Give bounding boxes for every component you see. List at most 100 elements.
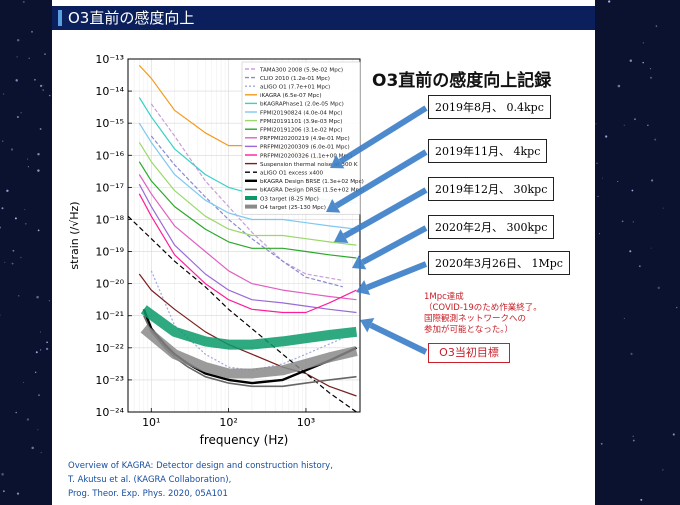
star-dot <box>647 124 649 126</box>
star-dot <box>46 341 48 344</box>
star-dot <box>596 162 598 165</box>
slide-title-bar: O3直前の感度向上 <box>52 6 595 30</box>
star-dot <box>676 306 678 309</box>
star-dot <box>651 179 654 182</box>
y-tick-label: 10⁻²³ <box>95 374 124 387</box>
star-dot <box>595 123 597 125</box>
star-dot <box>31 30 33 33</box>
covid-note: 1Mpc達成 （COVID-19のため作業終了。 国際観測ネットワークへの 参加… <box>424 292 542 336</box>
star-dot <box>48 300 50 302</box>
series-line <box>150 270 344 371</box>
star-dot <box>38 394 40 396</box>
star-dot <box>10 148 14 151</box>
legend-label: O4 target (25-130 Mpc) <box>260 205 326 211</box>
star-dot <box>662 207 664 209</box>
legend-label: aLIGO O1 (7.7e+01 Mpc) <box>260 85 330 91</box>
star-dot <box>40 349 42 351</box>
legend-label: FPMI20191206 (3.1e-02 Mpc) <box>260 128 342 134</box>
citation: Overview of KAGRA: Detector design and c… <box>68 459 333 501</box>
star-dot <box>37 229 40 232</box>
note-line: 国際観測ネットワークへの <box>424 314 527 324</box>
legend-label: bKAGRA Design BRSE (1.3e+02 Mpc) <box>260 179 364 185</box>
star-dot <box>35 371 37 373</box>
star-dot <box>654 138 657 141</box>
star-dot <box>6 189 9 193</box>
legend-label: TAMA300 2008 (5.9e-02 Mpc) <box>259 67 343 73</box>
series-line <box>150 135 343 288</box>
legend-label: FPMI20190824 (4.0e-04 Mpc) <box>260 110 342 116</box>
legend-label: PRFPMI20200219 (4.9e-01 Mpc) <box>260 136 350 142</box>
star-dot <box>28 57 30 59</box>
star-dot <box>631 189 634 192</box>
y-tick-label: 10⁻¹⁹ <box>95 246 124 259</box>
legend-label: bKAGRAPhase1 (2.0e-05 Mpc) <box>260 102 344 108</box>
star-dot <box>48 94 51 97</box>
record-title: O3直前の感度向上記録 <box>372 71 552 91</box>
note-line: （COVID-19のため作業終了。 <box>424 303 542 313</box>
legend-label: bKAGRA Design DRSE (1.5e+02 Mpc) <box>260 188 364 194</box>
slide-title: O3直前の感度向上 <box>68 9 195 27</box>
series-line <box>138 161 357 259</box>
series-line <box>138 122 357 230</box>
star-dot <box>640 498 643 501</box>
star-dot <box>40 331 42 333</box>
star-dot <box>1 140 4 143</box>
star-dot <box>16 115 19 119</box>
star-dot <box>1 207 4 210</box>
legend-label: Suspension thermal noise at 300 K <box>260 162 358 168</box>
star-dot <box>630 352 633 355</box>
star-dot <box>617 181 619 182</box>
star-dot <box>40 451 42 454</box>
series-line <box>127 215 357 413</box>
y-tick-label: 10⁻¹⁷ <box>95 181 124 194</box>
star-dot <box>42 89 44 91</box>
y-tick-label: 10⁻¹³ <box>95 53 124 66</box>
star-dot <box>0 226 2 229</box>
star-dot <box>16 56 18 58</box>
star-dot <box>621 220 624 223</box>
y-tick-label: 10⁻¹⁶ <box>95 149 124 162</box>
star-dot <box>39 84 43 88</box>
star-dot <box>662 469 664 471</box>
star-dot <box>632 221 634 223</box>
star-dot <box>26 158 28 160</box>
star-dot <box>634 118 636 121</box>
star-dot <box>623 317 625 319</box>
star-dot <box>35 351 38 354</box>
star-dot <box>15 411 18 414</box>
y-tick-label: 10⁻¹⁸ <box>95 213 124 226</box>
series-line <box>138 174 357 301</box>
star-dot <box>31 446 34 450</box>
star-dot <box>597 195 599 197</box>
citation-line: Prog. Theor. Exp. Phys. 2020, 05A101 <box>68 489 228 499</box>
star-dot <box>37 152 40 156</box>
star-dot <box>27 166 29 168</box>
star-dot <box>44 53 46 55</box>
star-dot <box>632 435 634 438</box>
star-dot <box>657 286 661 290</box>
star-dot <box>37 429 39 431</box>
star-dot <box>642 61 644 64</box>
y-tick-label: 10⁻²¹ <box>95 310 124 323</box>
star-dot <box>16 492 20 495</box>
star-dot <box>14 217 17 220</box>
star-dot <box>649 76 653 79</box>
star-dot <box>39 128 42 130</box>
star-dot <box>15 79 18 82</box>
title-accent <box>58 10 62 26</box>
star-dot <box>629 59 633 62</box>
series-line <box>138 142 357 246</box>
x-tick-label: 10¹ <box>142 416 160 429</box>
y-tick-label: 10⁻¹⁵ <box>95 117 124 130</box>
star-dot <box>650 247 652 249</box>
citation-line: T. Akutsu et al. (KAGRA Collaboration), <box>68 475 232 485</box>
x-axis-label: frequency (Hz) <box>200 433 289 447</box>
o3-target-label: O3当初目標 <box>428 343 510 363</box>
legend-label: PRFPMI20200309 (6.0e-01 Mpc) <box>260 145 350 151</box>
star-dot <box>605 135 608 138</box>
series-line <box>140 305 358 350</box>
star-dot <box>3 490 5 493</box>
callout-feb-2020: 2020年2月、 300kpc <box>428 215 555 239</box>
star-dot <box>638 265 641 268</box>
citation-line: Overview of KAGRA: Detector design and c… <box>68 461 333 471</box>
